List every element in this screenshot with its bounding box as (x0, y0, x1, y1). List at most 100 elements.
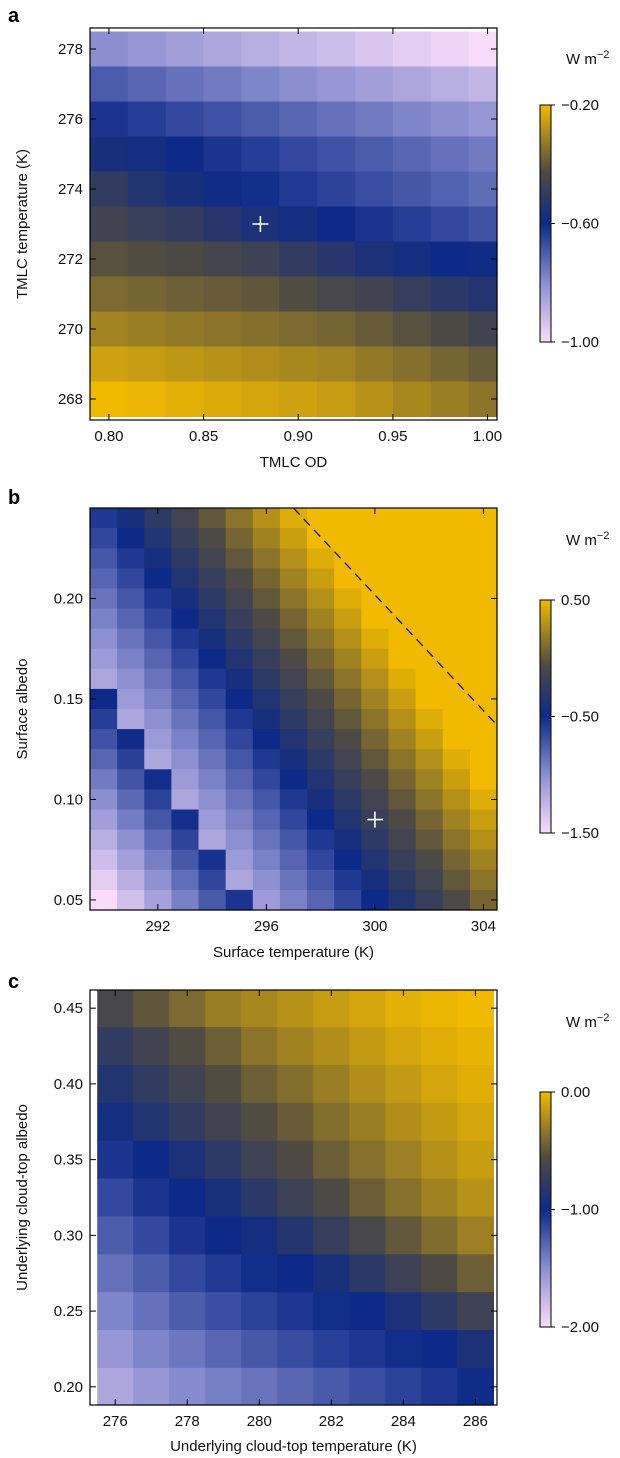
heatmap-cell (430, 101, 470, 138)
y-axis-label-a: TMLC temperature (K) (14, 149, 31, 299)
heatmap-cell (279, 528, 308, 549)
heatmap-cell (97, 1064, 134, 1104)
heatmap-cell (203, 136, 243, 173)
heatmap-cell (252, 688, 281, 710)
heatmap-cell (361, 889, 390, 911)
heatmap-cell (385, 1064, 422, 1104)
heatmap-cell (97, 1140, 134, 1180)
heatmap-cell (225, 809, 254, 831)
heatmap-cell (415, 809, 444, 831)
heatmap-cell (430, 241, 470, 278)
heatmap-cell (469, 648, 498, 670)
heatmap-cell (279, 241, 318, 278)
heatmap-cell (225, 508, 254, 529)
heatmap-cell (90, 668, 118, 690)
y-tick-label: 0.05 (54, 892, 83, 909)
heatmap-cell (317, 171, 356, 208)
heatmap-cell (334, 548, 362, 569)
heatmap-cell (90, 101, 129, 138)
x-tick-label: 0.95 (378, 428, 407, 445)
heatmap-cell (277, 1330, 314, 1369)
heatmap-cell (279, 889, 308, 911)
x-tick-label: 296 (254, 918, 279, 935)
heatmap-cell (165, 31, 205, 68)
heatmap-cell (442, 688, 471, 710)
heatmap-cell (144, 889, 172, 911)
heatmap-cell (415, 869, 444, 891)
heatmap-cell (279, 829, 308, 851)
heatmap-cell (392, 31, 432, 68)
heatmap-cell (388, 809, 417, 831)
heatmap-cell (468, 276, 498, 313)
y-tick-label: 0.15 (54, 691, 83, 708)
heatmap-cell (169, 1102, 206, 1142)
heatmap-cell (127, 206, 167, 243)
y-tick-label: 278 (58, 41, 83, 58)
heatmap-cell (334, 829, 362, 851)
heatmap-cell (171, 769, 200, 790)
heatmap-cell (252, 709, 281, 730)
colorbar-tick-label: 0.50 (561, 592, 590, 609)
heatmap-cell (252, 729, 281, 750)
heatmap-cell (241, 1254, 278, 1293)
heatmap-cell (385, 1027, 422, 1066)
heatmap-cell (279, 381, 318, 418)
heatmap-cell (388, 789, 417, 811)
heatmap-cell (198, 508, 227, 529)
heatmap-cell (90, 688, 118, 710)
heatmap-cell (317, 381, 356, 418)
heatmap-cell (90, 608, 118, 630)
heatmap-cell (361, 829, 390, 851)
heatmap-cell (144, 688, 172, 710)
heatmap-cell (430, 311, 470, 348)
colorbar-tick-label: −1.00 (561, 334, 599, 351)
heatmap-cell (355, 241, 394, 278)
heatmap-cell (279, 628, 308, 650)
heatmap-cell (117, 889, 145, 911)
heatmap-cell (169, 1292, 206, 1331)
heatmap-cell (317, 241, 356, 278)
heatmap-cell (169, 1140, 206, 1180)
heatmap-cell (334, 588, 362, 610)
heatmap-cell (355, 276, 394, 313)
heatmap-cell (307, 769, 335, 790)
heatmap-cell (415, 608, 444, 630)
heatmap-cell (279, 749, 308, 770)
heatmap-cell (90, 789, 118, 811)
heatmap-cell (415, 789, 444, 811)
heatmap-cell (442, 889, 471, 911)
heatmap-cell (392, 346, 432, 383)
x-tick-label: 286 (463, 1413, 488, 1430)
heatmap-cell (117, 869, 145, 891)
x-tick-label: 304 (471, 918, 496, 935)
axis-ticks-c: 276 278 280 282 284 286 0.20 0.25 0.30 0.35 0.40 0.… (54, 990, 497, 1430)
heatmap-cell (252, 508, 281, 529)
heatmap-cell (241, 1102, 278, 1142)
heatmap-cell (117, 749, 145, 770)
heatmap-cell (205, 1254, 242, 1293)
heatmap-cell (198, 528, 227, 549)
heatmap-cell (171, 869, 200, 891)
heatmap-cell (349, 1292, 386, 1331)
heatmap-cell (171, 548, 200, 569)
x-tick-label: 284 (391, 1413, 416, 1430)
heatmap-cell (165, 346, 205, 383)
heatmap-cell (457, 1178, 494, 1218)
heatmap-cell (90, 809, 118, 831)
heatmap-cell (90, 66, 129, 103)
heatmap-cell (421, 1064, 458, 1104)
heatmap-cell (421, 1140, 458, 1180)
heatmap-cell (442, 849, 471, 871)
heatmap-cell (421, 990, 458, 1028)
heatmap-cell (334, 688, 362, 710)
heatmap-cell (457, 1027, 494, 1066)
heatmap-cell (97, 1027, 134, 1066)
heatmap-cell (165, 206, 205, 243)
heatmap-cell (198, 668, 227, 690)
heatmap-cell (279, 729, 308, 750)
heatmap-cell (388, 628, 417, 650)
heatmap-cell (307, 588, 335, 610)
heatmap-cell (415, 668, 444, 690)
x-tick-label: 0.90 (284, 428, 313, 445)
